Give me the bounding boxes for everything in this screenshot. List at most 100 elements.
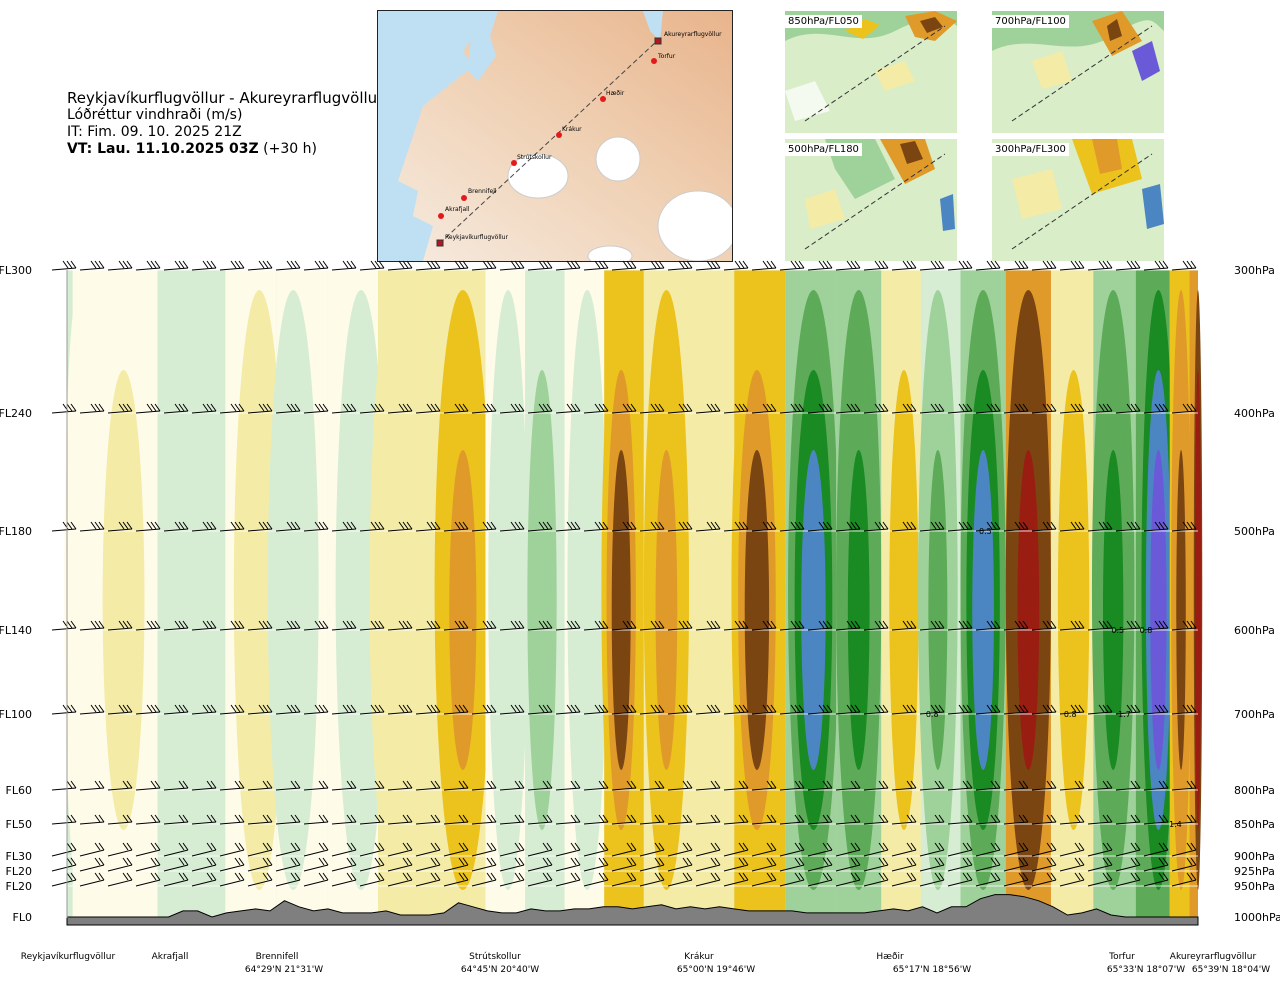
wind-band <box>157 270 226 918</box>
barb-feather <box>458 842 465 851</box>
barb-feather <box>182 814 189 823</box>
wind-barb <box>387 260 413 271</box>
map-label-akrafjall: Akrafjall <box>445 206 470 213</box>
barb-shaft <box>919 410 945 414</box>
barb-feather <box>958 704 965 713</box>
barb-feather <box>882 872 889 881</box>
barb-feather <box>98 842 105 851</box>
barb-shaft <box>331 267 357 271</box>
barb-feather <box>94 872 101 881</box>
barb-feather <box>490 620 497 629</box>
barb-feather <box>546 780 553 789</box>
barb-feather <box>598 872 605 881</box>
wind-barb <box>163 403 189 414</box>
barb-shaft <box>527 528 553 532</box>
barb-shaft <box>1031 864 1057 872</box>
barb-feather <box>1018 260 1025 269</box>
barb-feather <box>1106 403 1113 412</box>
wind-band <box>643 270 690 918</box>
wind-barb <box>359 872 385 887</box>
barb-feather <box>818 260 825 269</box>
barb-feather <box>546 620 553 629</box>
barb-shaft <box>611 849 637 857</box>
barb-feather <box>1018 814 1025 823</box>
wind-barb <box>135 872 161 887</box>
wind-barb <box>499 704 525 715</box>
barb-feather <box>1102 872 1109 881</box>
barb-feather <box>454 704 461 713</box>
barb-shaft <box>639 627 665 631</box>
barb-feather <box>990 260 997 269</box>
barb-feather <box>542 857 549 866</box>
barb-feather <box>1130 780 1137 789</box>
barb-feather <box>934 872 941 881</box>
barb-feather <box>930 521 937 530</box>
barb-shaft <box>1003 267 1029 271</box>
barb-feather <box>658 260 665 269</box>
barb-feather <box>122 620 129 629</box>
barb-feather <box>738 780 745 789</box>
barb-shaft <box>723 879 749 887</box>
wind-band <box>1091 270 1136 918</box>
barb-feather <box>878 704 885 713</box>
barb-feather <box>566 260 573 269</box>
wind-barb <box>611 780 637 791</box>
barb-feather <box>542 620 549 629</box>
barb-shaft <box>863 864 889 872</box>
barb-shaft <box>723 849 749 857</box>
wind-barb <box>471 857 497 872</box>
wind-barb <box>611 521 637 532</box>
barb-feather <box>910 260 917 269</box>
barb-feather <box>458 521 465 530</box>
barb-feather <box>406 842 413 851</box>
barb-feather <box>178 260 185 269</box>
barb-feather <box>1162 620 1169 629</box>
barb-feather <box>826 521 833 530</box>
wind-barb <box>583 857 609 872</box>
barb-feather <box>1130 872 1137 881</box>
barb-shaft <box>1171 267 1197 271</box>
wind-barb <box>275 704 301 715</box>
wind-barb <box>695 521 721 532</box>
wind-barb <box>975 780 1001 791</box>
barb-shaft <box>835 864 861 872</box>
wind-barb <box>247 620 273 631</box>
barb-shaft <box>975 410 1001 414</box>
wind-barb <box>135 857 161 872</box>
barb-shaft <box>527 410 553 414</box>
band-contour <box>894 450 914 770</box>
barb-shaft <box>1143 821 1169 825</box>
barb-feather <box>150 521 157 530</box>
wind-barb <box>219 842 245 857</box>
map-label-strutskollur: Strútskollur <box>517 154 552 161</box>
barb-feather <box>70 403 77 412</box>
barb-feather <box>1190 857 1197 866</box>
barb-feather <box>1042 260 1049 269</box>
wind-band <box>731 270 786 918</box>
barb-feather <box>710 704 717 713</box>
barb-feather <box>602 857 609 866</box>
barb-feather <box>510 704 517 713</box>
wind-barb <box>975 872 1001 887</box>
barb-feather <box>542 704 549 713</box>
barb-shaft <box>863 711 889 715</box>
barb-feather <box>1050 842 1057 851</box>
wind-barb <box>639 704 665 715</box>
barb-feather <box>846 403 853 412</box>
barb-feather <box>826 814 833 823</box>
wind-barb <box>695 620 721 631</box>
map-marker-akrafjall <box>438 213 444 219</box>
barb-feather <box>738 260 745 269</box>
barb-shaft <box>527 864 553 872</box>
wind-barb <box>471 620 497 631</box>
wind-barb <box>751 872 777 887</box>
barb-shaft <box>359 849 385 857</box>
wind-barb <box>919 872 945 887</box>
wind-barb <box>1031 620 1057 631</box>
barb-shaft <box>751 864 777 872</box>
barb-feather <box>150 704 157 713</box>
barb-feather <box>178 620 185 629</box>
barb-shaft <box>947 864 973 872</box>
barb-shaft <box>835 410 861 414</box>
barb-shaft <box>1115 821 1141 825</box>
